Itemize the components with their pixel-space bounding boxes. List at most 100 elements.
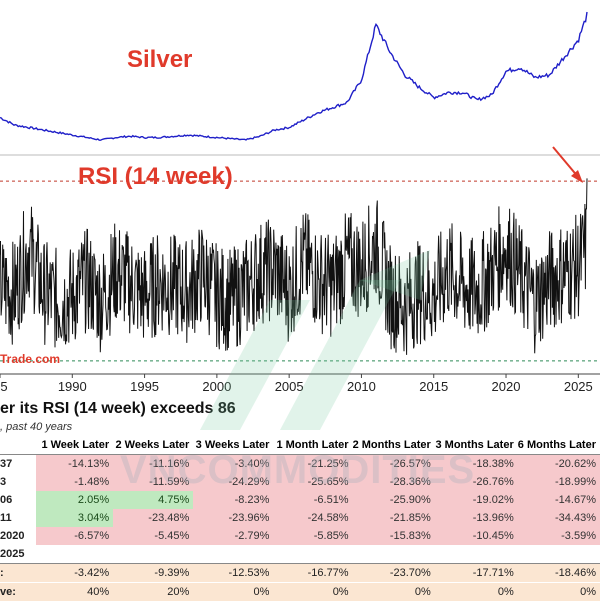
rsi-title: RSI (14 week) [78, 163, 233, 191]
column-header: 3 Months Later [435, 436, 518, 455]
row-label: 2025 [0, 545, 36, 564]
table-cell: -3.40% [193, 455, 273, 474]
table-body: 37-14.13%-11.16%-3.40%-21.25%-26.57%-18.… [0, 455, 600, 601]
table-cell: -24.29% [193, 473, 273, 491]
table-cell: -8.23% [193, 491, 273, 509]
table-cell [193, 545, 273, 564]
silver-rsi-chart [0, 0, 600, 400]
rsi-line [0, 178, 587, 355]
table-cell [353, 545, 435, 564]
summary-cell: -3.42% [36, 564, 113, 583]
summary-cell: 0% [353, 583, 435, 601]
column-header [0, 436, 36, 455]
table-cell: -6.57% [36, 527, 113, 545]
table-cell: -5.45% [113, 527, 193, 545]
table-cell: -23.48% [113, 509, 193, 527]
silver-price-line [0, 12, 587, 140]
table-cell [273, 545, 352, 564]
table-cell: -21.25% [273, 455, 352, 474]
summary-row: ve:40%20%0%0%0%0%0% [0, 583, 600, 601]
table-cell [518, 545, 600, 564]
table-cell: -2.79% [193, 527, 273, 545]
row-label: 11 [0, 509, 36, 527]
table-cell: -24.58% [273, 509, 352, 527]
summary-cell: -17.71% [435, 564, 518, 583]
summary-cell: -23.70% [353, 564, 435, 583]
summary-cell: -18.46% [518, 564, 600, 583]
table-cell: -23.96% [193, 509, 273, 527]
x-tick-marks [0, 374, 578, 378]
x-tick-label: 2000 [202, 379, 231, 394]
table-cell: -20.62% [518, 455, 600, 474]
table-row: 3-1.48%-11.59%-24.29%-25.65%-28.36%-26.7… [0, 473, 600, 491]
table-cell: -26.76% [435, 473, 518, 491]
table-cell: -6.51% [273, 491, 352, 509]
summary-cell: -12.53% [193, 564, 273, 583]
table-cell: -13.96% [435, 509, 518, 527]
summary-cell: -9.39% [113, 564, 193, 583]
column-header: 2 Weeks Later [113, 436, 193, 455]
row-label: 37 [0, 455, 36, 474]
column-header: 6 Months Later [518, 436, 600, 455]
column-header: 2 Months Later [353, 436, 435, 455]
table-subtitle: , past 40 years [0, 421, 72, 433]
summary-label: : [0, 564, 36, 583]
table-cell: -25.65% [273, 473, 352, 491]
summary-cell: 0% [273, 583, 352, 601]
column-header: 1 Week Later [36, 436, 113, 455]
x-tick-label: 2020 [492, 379, 521, 394]
x-tick-label: 2010 [347, 379, 376, 394]
arrow-icon [553, 147, 583, 183]
x-tick-label: 2005 [275, 379, 304, 394]
table-cell: 3.04% [36, 509, 113, 527]
column-header: 1 Month Later [273, 436, 352, 455]
table-cell: -18.99% [518, 473, 600, 491]
table-cell: -18.38% [435, 455, 518, 474]
table-row: 37-14.13%-11.16%-3.40%-21.25%-26.57%-18.… [0, 455, 600, 474]
table-cell: -5.85% [273, 527, 352, 545]
table-row: 2020-6.57%-5.45%-2.79%-5.85%-15.83%-10.4… [0, 527, 600, 545]
table-cell: -11.16% [113, 455, 193, 474]
summary-cell: -16.77% [273, 564, 352, 583]
summary-cell: 0% [518, 583, 600, 601]
summary-cell: 20% [113, 583, 193, 601]
summary-cell: 0% [435, 583, 518, 601]
table-cell: -34.43% [518, 509, 600, 527]
summary-row: :-3.42%-9.39%-12.53%-16.77%-23.70%-17.71… [0, 564, 600, 583]
table-cell: -15.83% [353, 527, 435, 545]
summary-label: ve: [0, 583, 36, 601]
summary-cell: 0% [193, 583, 273, 601]
table-cell [36, 545, 113, 564]
table-cell: -25.90% [353, 491, 435, 509]
table-title: er its RSI (14 week) exceeds 86 [0, 400, 236, 418]
table-cell: 4.75% [113, 491, 193, 509]
table-cell: -10.45% [435, 527, 518, 545]
x-tick-label: 1995 [130, 379, 159, 394]
table-cell: -14.67% [518, 491, 600, 509]
source-label: Trade.com [0, 352, 60, 366]
silver-title: Silver [127, 46, 192, 74]
table-cell: -3.59% [518, 527, 600, 545]
table-row: 2025 [0, 545, 600, 564]
table-cell: -14.13% [36, 455, 113, 474]
table-cell: 2.05% [36, 491, 113, 509]
row-label: 3 [0, 473, 36, 491]
x-tick-label: 5 [0, 379, 7, 394]
column-header: 3 Weeks Later [193, 436, 273, 455]
table-cell: -28.36% [353, 473, 435, 491]
row-label: 06 [0, 491, 36, 509]
table-cell: -26.57% [353, 455, 435, 474]
x-tick-label: 2015 [419, 379, 448, 394]
table-cell [435, 545, 518, 564]
row-label: 2020 [0, 527, 36, 545]
summary-cell: 40% [36, 583, 113, 601]
table-cell: -11.59% [113, 473, 193, 491]
x-tick-label: 2025 [564, 379, 593, 394]
table-cell: -1.48% [36, 473, 113, 491]
table-cell: -21.85% [353, 509, 435, 527]
table-cell: -19.02% [435, 491, 518, 509]
